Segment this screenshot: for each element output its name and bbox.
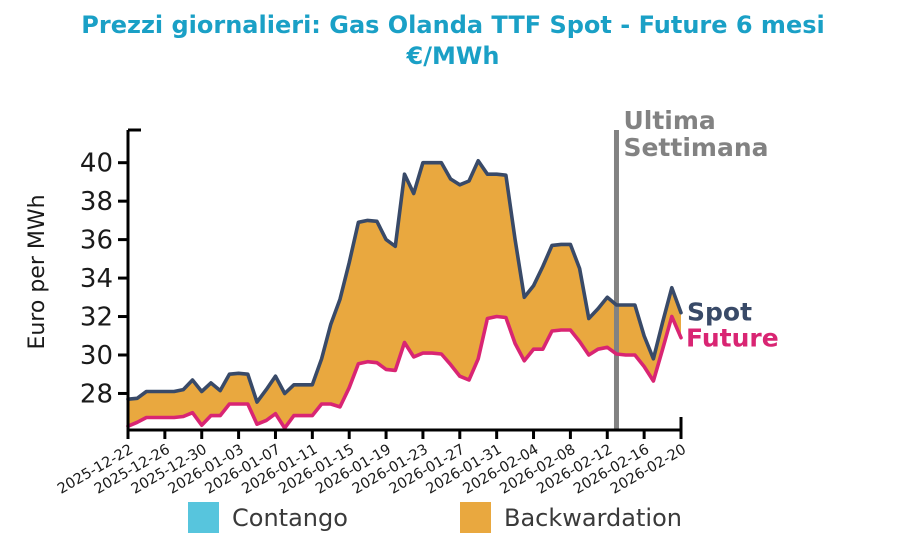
chart-title-line2: €/MWh <box>406 42 500 70</box>
y-tick-label: 34 <box>80 264 113 294</box>
legend-label-backwardation: Backwardation <box>504 503 682 532</box>
y-tick-label: 30 <box>80 341 113 371</box>
future-end-label: Future <box>686 324 779 353</box>
legend-label-contango: Contango <box>232 503 348 532</box>
legend-item-backwardation: Backwardation <box>460 502 682 533</box>
backwardation-swatch-icon <box>460 502 491 533</box>
future-line <box>126 314 683 430</box>
backwardation-area <box>128 160 681 429</box>
y-tick-label: 28 <box>80 379 113 409</box>
spot-end-label: Spot <box>687 298 752 327</box>
legend-item-contango: Contango <box>188 502 348 533</box>
y-tick-label: 32 <box>80 303 113 333</box>
y-tick-label: 38 <box>80 187 113 217</box>
y-tick-label: 36 <box>80 226 113 256</box>
spot-line <box>126 159 683 404</box>
y-tick-label: 40 <box>80 149 113 179</box>
chart-legend: Contango Backwardation <box>0 501 906 537</box>
contango-swatch-icon <box>188 502 219 533</box>
chart-title: Prezzi giornalieri: Gas Olanda TTF Spot … <box>0 10 906 72</box>
chart-title-line1: Prezzi giornalieri: Gas Olanda TTF Spot … <box>81 11 825 39</box>
ultima-settimana-label-line2: Settimana <box>623 133 768 162</box>
y-axis-title: Euro per MWh <box>25 194 50 349</box>
ultima-settimana-label-line1: Ultima <box>623 106 715 135</box>
